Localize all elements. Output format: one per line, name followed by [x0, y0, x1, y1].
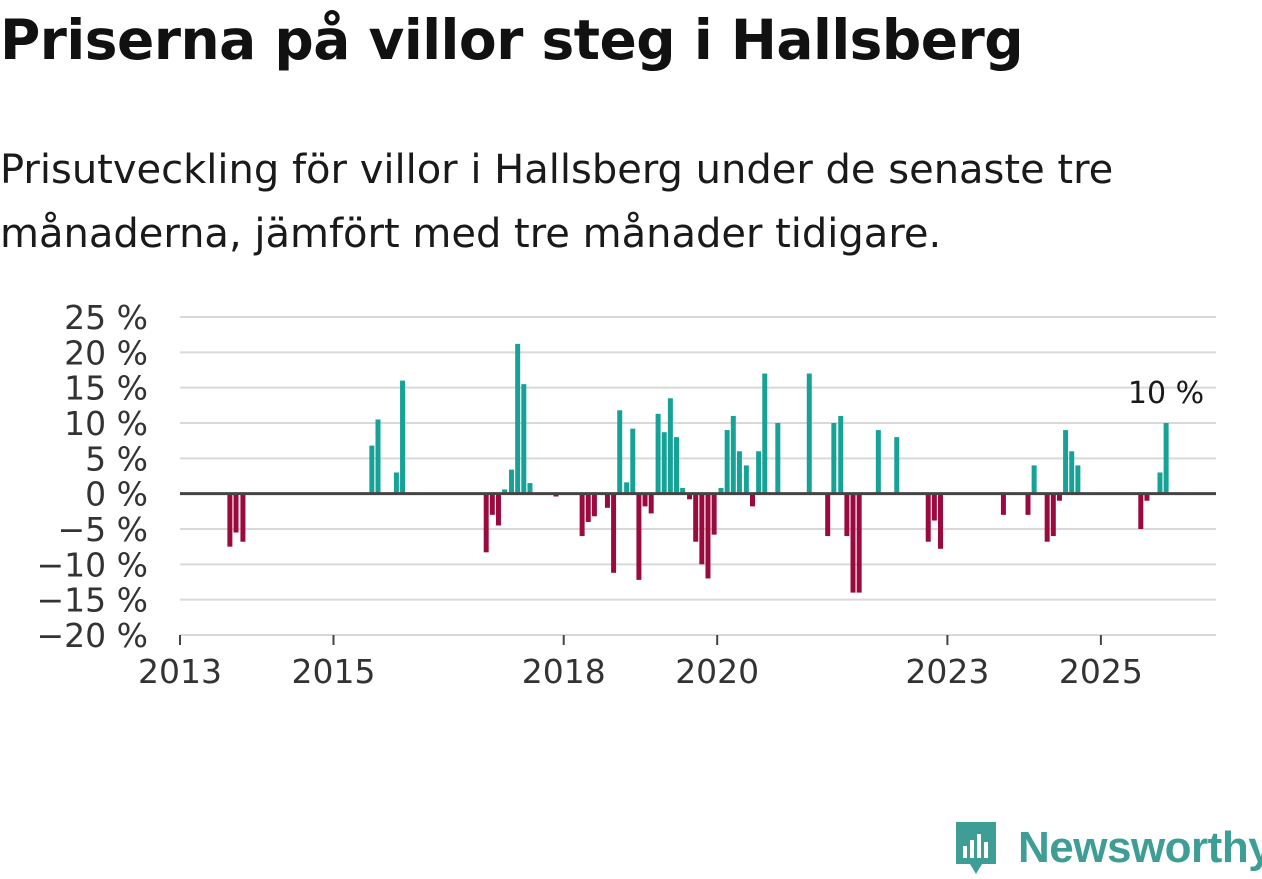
y-tick-label: 10 %: [64, 404, 148, 443]
bar: [838, 415, 844, 494]
bar: [521, 384, 527, 494]
bar: [227, 493, 233, 547]
bar: [687, 493, 693, 500]
bar: [1031, 465, 1037, 494]
y-tick-label: −10 %: [37, 545, 149, 584]
bar: [1144, 493, 1150, 501]
grid-lines: [180, 316, 1216, 636]
bar: [667, 398, 673, 494]
bar: [369, 445, 375, 494]
bar: [1075, 465, 1081, 494]
x-tick-label: 2025: [1059, 652, 1143, 691]
bar: [648, 493, 654, 514]
bar: [856, 493, 862, 593]
bar: [894, 437, 900, 494]
bar: [642, 493, 648, 507]
bar: [579, 493, 585, 537]
x-tick-label: 2013: [138, 652, 222, 691]
bar: [591, 493, 597, 517]
bar: [400, 380, 406, 494]
page-subtitle: Prisutveckling för villor i Hallsberg un…: [0, 147, 1114, 257]
newsworthy-logo-icon: [956, 822, 996, 874]
bar: [724, 430, 730, 494]
bar: [693, 493, 699, 542]
bar: [743, 465, 749, 494]
y-tick-label: 0 %: [85, 475, 148, 514]
bar: [850, 493, 856, 593]
bar: [680, 488, 686, 494]
y-tick-label: 15 %: [64, 369, 148, 408]
bar: [502, 489, 508, 494]
y-tick-label: −15 %: [37, 581, 149, 620]
bar: [1000, 493, 1006, 515]
y-tick-label: −20 %: [37, 616, 149, 655]
bar: [674, 437, 680, 494]
bar: [749, 493, 755, 507]
bar: [711, 493, 717, 535]
bar: [1069, 451, 1075, 494]
y-tick-label: 20 %: [64, 333, 148, 372]
bar: [705, 493, 711, 579]
bar: [875, 430, 881, 494]
bar: [495, 493, 501, 526]
bar: [655, 413, 661, 494]
bar: [806, 373, 812, 494]
x-tick-label: 2018: [522, 652, 606, 691]
bar-chart: 25 %20 %15 %10 %5 %0 %−5 %−10 %−15 %−20 …: [37, 298, 1216, 691]
brand-logo: Newsworthy: [952, 818, 1262, 878]
bar: [699, 493, 705, 565]
bar: [1063, 430, 1069, 494]
bar: [636, 493, 642, 580]
bar: [931, 493, 937, 521]
bar: [1163, 423, 1169, 494]
bar: [624, 482, 630, 494]
y-tick-label: −5 %: [58, 510, 149, 549]
bar: [831, 423, 837, 494]
bar: [509, 469, 515, 494]
bar: [483, 493, 489, 553]
bar: [925, 493, 931, 542]
bar: [617, 410, 623, 494]
bar: [775, 423, 781, 494]
bar: [661, 432, 667, 494]
bar: [604, 493, 610, 508]
bar: [630, 428, 636, 494]
page-title: Priserna på villor steg i Hallsberg: [0, 8, 1024, 72]
brand-name: Newsworthy: [1018, 823, 1262, 872]
bar: [375, 419, 381, 494]
bar: [762, 373, 768, 494]
bar: [718, 488, 724, 494]
bar: [756, 451, 762, 494]
bar: [233, 493, 239, 533]
bar: [825, 493, 831, 537]
bar: [1056, 493, 1062, 501]
bar: [585, 493, 591, 522]
y-tick-label: 5 %: [85, 439, 148, 478]
bar: [1025, 493, 1031, 515]
bar: [1157, 472, 1163, 494]
bar: [736, 451, 742, 494]
y-tick-label: 25 %: [64, 298, 148, 337]
bar: [730, 415, 736, 494]
bar: [393, 472, 399, 494]
bar: [240, 493, 246, 542]
bar: [1044, 493, 1050, 542]
bar: [527, 483, 533, 494]
bar: [489, 493, 495, 515]
bar: [938, 493, 943, 549]
y-axis-tick-labels: 25 %20 %15 %10 %5 %0 %−5 %−10 %−15 %−20 …: [37, 298, 149, 655]
x-axis-ticks: 2013 2015 2018 2020 2023 2025: [138, 635, 1143, 691]
bar: [611, 493, 617, 573]
x-tick-label: 2015: [291, 652, 375, 691]
bar: [515, 343, 521, 494]
bar: [1050, 493, 1056, 537]
bar: [844, 493, 850, 537]
x-tick-label: 2023: [905, 652, 989, 691]
bars: [227, 343, 1169, 593]
x-tick-label: 2020: [675, 652, 759, 691]
bar: [1138, 493, 1144, 529]
last-value-label: 10 %: [1128, 376, 1204, 411]
